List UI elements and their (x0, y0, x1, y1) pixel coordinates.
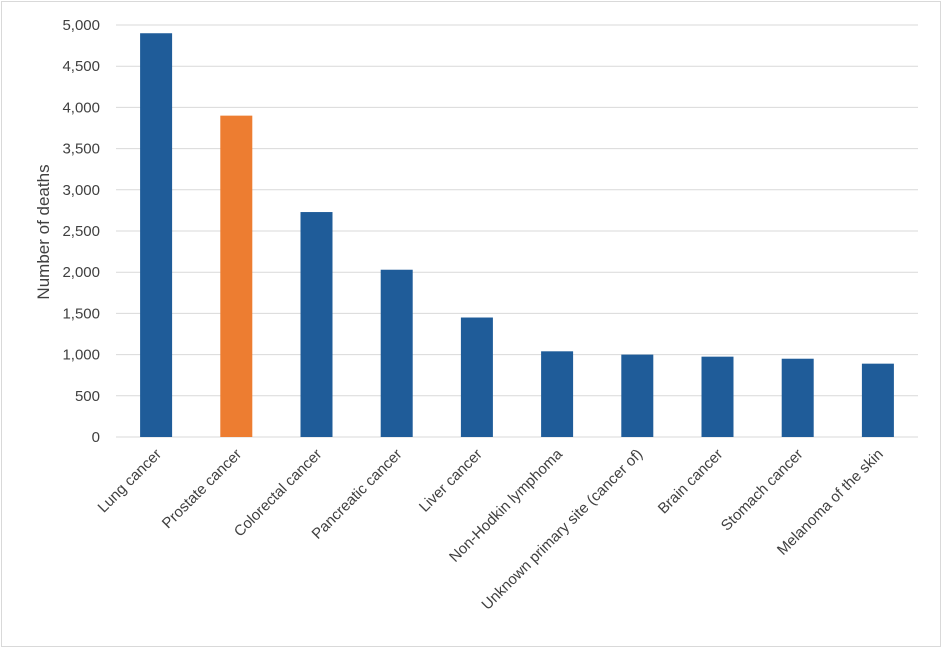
x-tick-label: Unknown primary site (cancer of) (478, 446, 646, 614)
x-tick-label: Lung cancer (95, 446, 165, 516)
bar (300, 212, 333, 437)
y-tick-label: 2,000 (62, 264, 100, 281)
y-tick-label: 0 (92, 429, 100, 446)
x-tick-label: Pancreatic cancer (309, 446, 406, 543)
y-tick-label: 4,000 (62, 99, 100, 116)
y-tick-label: 1,500 (62, 305, 100, 322)
bar (861, 363, 894, 437)
y-tick-label: 3,000 (62, 182, 100, 199)
x-tick-label: Liver cancer (416, 446, 486, 516)
bar (541, 351, 574, 437)
y-tick-label: 2,500 (62, 223, 100, 240)
bar (701, 356, 734, 437)
x-tick-label: Prostate cancer (159, 446, 245, 532)
bars (140, 33, 894, 438)
bar (380, 269, 413, 437)
y-tick-label: 500 (75, 388, 100, 405)
y-axis-label: Number of deaths (34, 164, 53, 299)
y-tick-label: 5,000 (62, 17, 100, 34)
y-axis-tick-labels: 0 500 1,000 1,500 2,000 2,500 3,000 3,500 4,000 4… (62, 17, 100, 446)
x-tick-label: Brain cancer (655, 446, 727, 518)
y-tick-label: 4,500 (62, 58, 100, 75)
x-tick-label: Stomach cancer (718, 446, 807, 535)
bar (220, 115, 253, 437)
y-tick-label: 3,500 (62, 141, 100, 158)
bar (781, 358, 814, 437)
x-tick-label: Colorectal cancer (231, 446, 326, 541)
bar (621, 354, 654, 437)
y-tick-label: 1,000 (62, 347, 100, 364)
bar (460, 317, 493, 437)
bar (140, 33, 173, 438)
